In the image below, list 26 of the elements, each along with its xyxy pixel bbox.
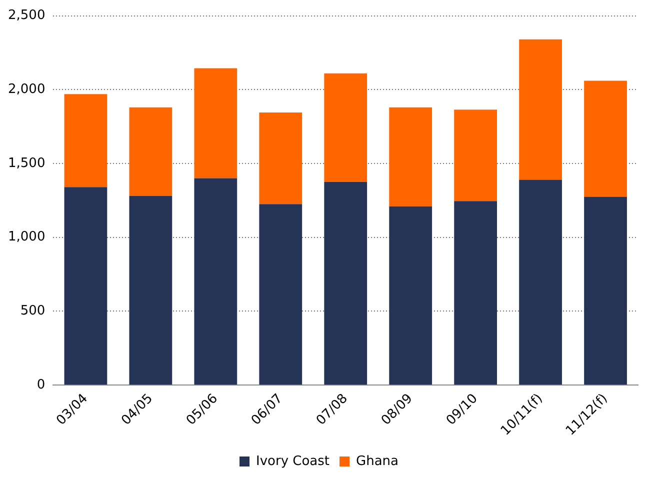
legend-label: Ghana: [356, 454, 399, 469]
bar: [259, 112, 302, 204]
bar: [454, 201, 497, 385]
bar: [194, 68, 238, 178]
bar: [519, 39, 562, 180]
y-tick-label: 1,500: [8, 156, 46, 171]
bar: [584, 196, 627, 385]
y-tick-label: 0: [36, 377, 46, 392]
bar: [64, 94, 108, 188]
y-tick-label: 2,000: [8, 82, 46, 98]
bar: [259, 204, 302, 385]
bar: [64, 187, 108, 385]
bar: [584, 80, 627, 197]
y-tick-label: 2,500: [8, 8, 46, 24]
bar: [519, 180, 562, 385]
y-tick-label: 500: [20, 304, 46, 319]
bar: [129, 196, 172, 385]
bar: [194, 178, 238, 385]
bar: [324, 73, 368, 182]
bar: [389, 107, 432, 206]
bar: [454, 110, 497, 202]
bar: [389, 206, 432, 385]
bar: [129, 107, 172, 196]
y-tick-label: 1,000: [8, 230, 46, 245]
bar: [324, 182, 368, 385]
legend-label: Ivory Coast: [256, 454, 330, 469]
